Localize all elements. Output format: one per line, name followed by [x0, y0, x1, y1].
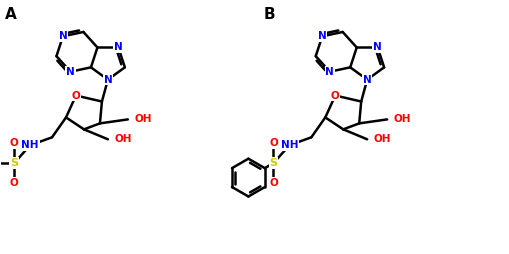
Text: N: N: [317, 31, 326, 41]
Text: A: A: [5, 7, 16, 22]
Text: N: N: [66, 67, 75, 77]
Text: NH: NH: [280, 140, 298, 150]
Text: N: N: [59, 31, 67, 41]
Text: O: O: [269, 138, 277, 148]
Text: O: O: [269, 178, 277, 188]
Text: NH: NH: [21, 140, 39, 150]
Text: S: S: [10, 158, 18, 168]
Text: OH: OH: [134, 114, 152, 124]
Text: O: O: [71, 90, 80, 101]
Text: S: S: [269, 158, 277, 168]
Text: O: O: [10, 138, 18, 148]
Text: N: N: [103, 75, 112, 85]
Text: O: O: [330, 90, 339, 101]
Text: B: B: [264, 7, 275, 22]
Text: O: O: [10, 178, 18, 188]
Text: N: N: [325, 67, 333, 77]
Text: OH: OH: [373, 134, 390, 144]
Text: OH: OH: [114, 134, 132, 144]
Text: N: N: [362, 75, 371, 85]
Text: N: N: [114, 42, 123, 53]
Text: N: N: [373, 42, 381, 53]
Text: OH: OH: [393, 114, 410, 124]
